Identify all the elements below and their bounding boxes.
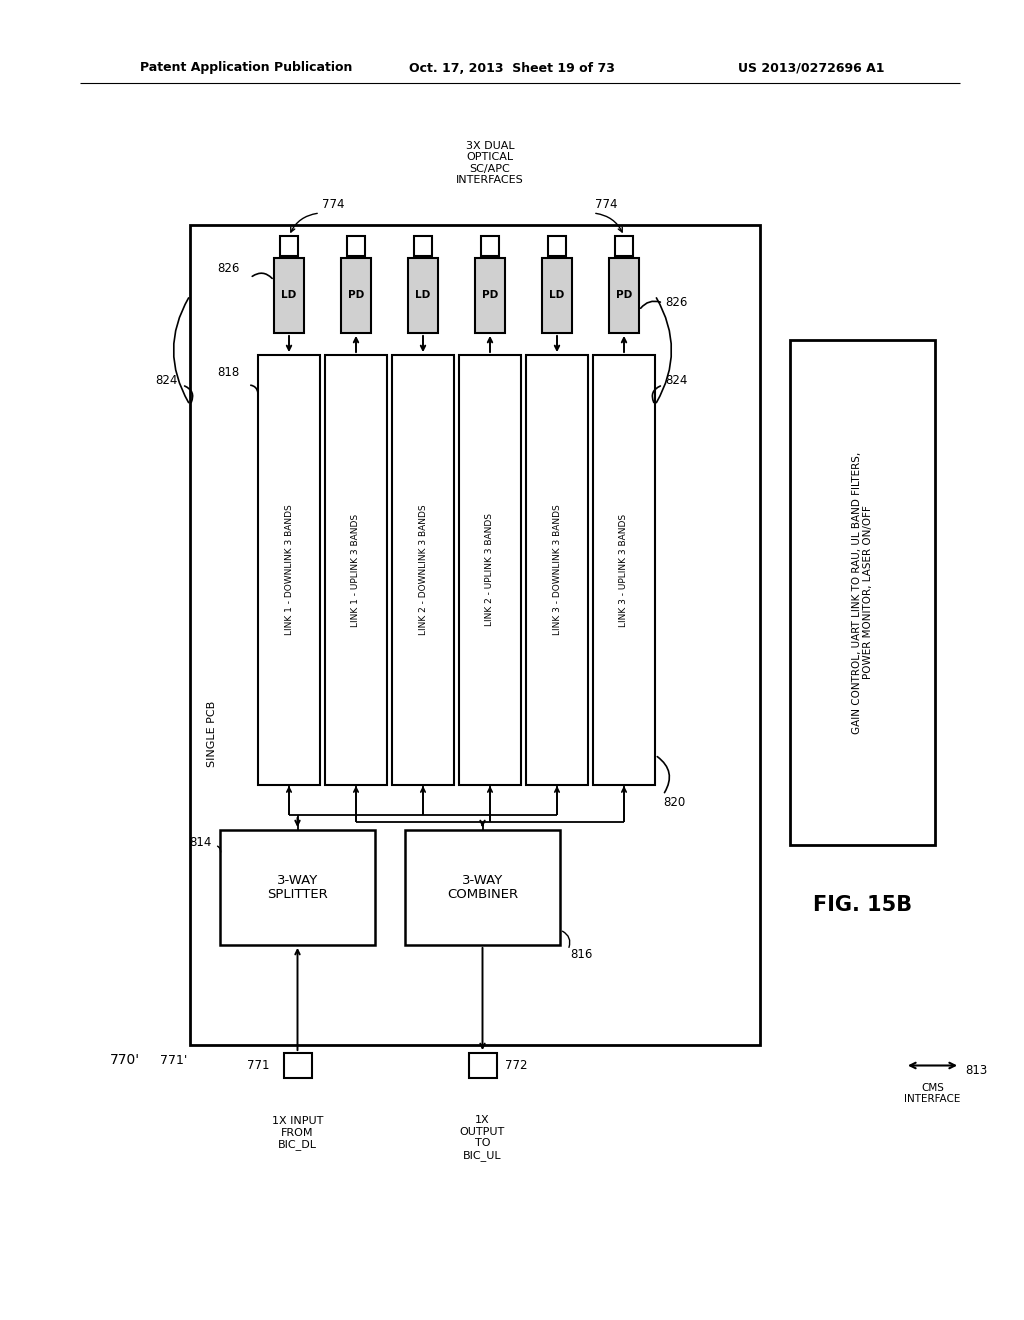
Bar (609, 257, 639, 333)
Text: 771': 771' (160, 1053, 187, 1067)
Text: 826: 826 (665, 297, 687, 309)
Bar (414, 236, 432, 256)
Text: 774: 774 (322, 198, 344, 211)
Bar (481, 236, 499, 256)
Text: 816: 816 (570, 949, 592, 961)
Text: LINK 1 - UPLINK 3 BANDS: LINK 1 - UPLINK 3 BANDS (351, 513, 360, 627)
Text: CMS
INTERFACE: CMS INTERFACE (904, 1082, 961, 1105)
Text: 1X INPUT
FROM
BIC_DL: 1X INPUT FROM BIC_DL (271, 1115, 324, 1150)
Text: Oct. 17, 2013  Sheet 19 of 73: Oct. 17, 2013 Sheet 19 of 73 (409, 62, 615, 74)
Text: PD: PD (482, 290, 498, 301)
Bar (274, 257, 304, 333)
Text: LD: LD (282, 290, 297, 301)
Text: 3-WAY
SPLITTER: 3-WAY SPLITTER (267, 874, 328, 902)
Bar (258, 355, 319, 785)
Bar (341, 257, 371, 333)
Text: PD: PD (615, 290, 632, 301)
Bar (280, 236, 298, 256)
Text: FIG. 15B: FIG. 15B (813, 895, 912, 915)
Text: 813: 813 (965, 1064, 987, 1077)
Text: 818: 818 (218, 367, 240, 380)
Text: 820: 820 (663, 796, 685, 809)
Text: LD: LD (416, 290, 431, 301)
Bar (347, 236, 365, 256)
Bar (790, 341, 935, 845)
Bar (406, 830, 560, 945)
Bar (459, 355, 521, 785)
Text: US 2013/0272696 A1: US 2013/0272696 A1 (737, 62, 884, 74)
Bar (408, 257, 438, 333)
Text: Patent Application Publication: Patent Application Publication (140, 62, 352, 74)
Text: LINK 2 - UPLINK 3 BANDS: LINK 2 - UPLINK 3 BANDS (485, 513, 495, 627)
Text: 824: 824 (665, 374, 687, 387)
Bar (190, 224, 760, 1045)
Bar (220, 830, 375, 945)
Text: 814: 814 (189, 836, 212, 849)
Text: LINK 2 - DOWNLINK 3 BANDS: LINK 2 - DOWNLINK 3 BANDS (419, 504, 427, 635)
Bar (469, 1053, 497, 1078)
Text: 772: 772 (505, 1059, 527, 1072)
Bar (548, 236, 566, 256)
Text: 3X DUAL
OPTICAL
SC/APC
INTERFACES: 3X DUAL OPTICAL SC/APC INTERFACES (456, 141, 524, 185)
Bar (526, 355, 588, 785)
Text: SINGLE PCB: SINGLE PCB (207, 701, 217, 767)
Bar (325, 355, 387, 785)
Bar (615, 236, 633, 256)
Text: 774: 774 (595, 198, 617, 211)
Text: 826: 826 (218, 261, 240, 275)
Text: 3-WAY
COMBINER: 3-WAY COMBINER (446, 874, 518, 902)
Text: GAIN CONTROL, UART LINK TO RAU, UL BAND FILTERS,
POWER MONITOR, LASER ON/OFF: GAIN CONTROL, UART LINK TO RAU, UL BAND … (852, 451, 873, 734)
Text: LINK 3 - DOWNLINK 3 BANDS: LINK 3 - DOWNLINK 3 BANDS (553, 504, 561, 635)
Text: LINK 3 - UPLINK 3 BANDS: LINK 3 - UPLINK 3 BANDS (620, 513, 629, 627)
Text: PD: PD (348, 290, 365, 301)
Bar (593, 355, 655, 785)
Text: 771: 771 (247, 1059, 269, 1072)
Bar (542, 257, 572, 333)
Text: LINK 1 - DOWNLINK 3 BANDS: LINK 1 - DOWNLINK 3 BANDS (285, 504, 294, 635)
Text: 1X
OUTPUT
TO
BIC_UL: 1X OUTPUT TO BIC_UL (460, 1115, 505, 1160)
Text: 770': 770' (110, 1053, 140, 1067)
Bar (392, 355, 454, 785)
Bar (284, 1053, 311, 1078)
Text: LD: LD (549, 290, 564, 301)
Text: 824: 824 (156, 374, 178, 387)
Bar (475, 257, 505, 333)
